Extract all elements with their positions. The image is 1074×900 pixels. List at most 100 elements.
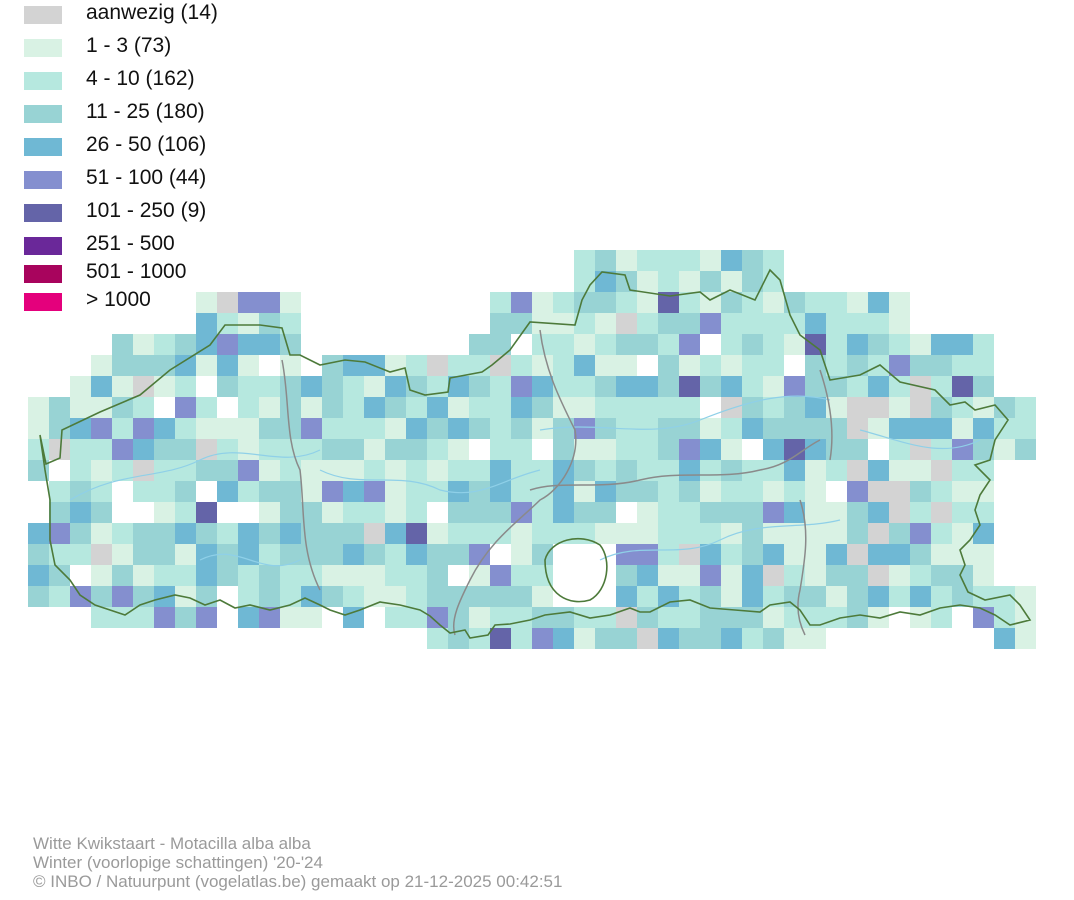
grid-cell	[133, 355, 154, 376]
grid-cell	[805, 586, 826, 607]
grid-cell	[406, 565, 427, 586]
grid-cell	[994, 628, 1015, 649]
grid-cell	[931, 586, 952, 607]
grid-cell	[175, 523, 196, 544]
grid-cell	[532, 586, 553, 607]
legend-item: 51 - 100 (44)	[24, 166, 324, 189]
grid-cell	[616, 628, 637, 649]
grid-cell	[889, 355, 910, 376]
grid-cell	[574, 271, 595, 292]
grid-cell	[742, 376, 763, 397]
grid-cell	[448, 418, 469, 439]
grid-cell	[553, 292, 574, 313]
river	[199, 553, 301, 567]
grid-cell	[133, 460, 154, 481]
grid-cell	[721, 439, 742, 460]
grid-cell	[280, 418, 301, 439]
grid-cell	[658, 334, 679, 355]
grid-cell	[217, 376, 238, 397]
grid-cell	[763, 523, 784, 544]
grid-cell	[763, 355, 784, 376]
grid-cell	[448, 460, 469, 481]
grid-cell	[427, 628, 448, 649]
grid-cell	[343, 418, 364, 439]
grid-cell	[784, 586, 805, 607]
grid-cell	[658, 565, 679, 586]
grid-cell	[238, 376, 259, 397]
grid-cell	[238, 523, 259, 544]
grid-cell	[364, 544, 385, 565]
grid-cell	[700, 271, 721, 292]
grid-cell	[763, 502, 784, 523]
grid-cell	[616, 481, 637, 502]
grid-cell	[595, 250, 616, 271]
grid-cell	[91, 355, 112, 376]
grid-cell	[196, 439, 217, 460]
grid-cell	[133, 544, 154, 565]
grid-cell	[343, 460, 364, 481]
grid-cell	[868, 313, 889, 334]
grid-cell	[973, 376, 994, 397]
grid-cell	[217, 460, 238, 481]
grid-cell	[616, 313, 637, 334]
grid-cell	[280, 586, 301, 607]
grid-cell	[763, 250, 784, 271]
grid-cell	[847, 523, 868, 544]
grid-cell	[637, 628, 658, 649]
grid-cell	[721, 544, 742, 565]
grid-cell	[364, 397, 385, 418]
grid-cell	[994, 607, 1015, 628]
grid-cell	[175, 376, 196, 397]
grid-cell	[469, 523, 490, 544]
grid-cell	[973, 439, 994, 460]
grid-cell	[679, 376, 700, 397]
grid-cell	[637, 376, 658, 397]
grid-cell	[154, 586, 175, 607]
grid-cell	[595, 313, 616, 334]
grid-cell	[637, 460, 658, 481]
grid-cell	[112, 544, 133, 565]
grid-cell	[658, 250, 679, 271]
grid-cell	[490, 376, 511, 397]
grid-cell	[385, 376, 406, 397]
grid-cell	[196, 544, 217, 565]
grid-cell	[343, 376, 364, 397]
grid-cell	[217, 418, 238, 439]
grid-cell	[490, 397, 511, 418]
grid-cell	[532, 628, 553, 649]
grid-cell	[637, 439, 658, 460]
grid-cell	[784, 439, 805, 460]
grid-cell	[658, 544, 679, 565]
grid-cell	[322, 418, 343, 439]
grid-cell	[154, 481, 175, 502]
legend-swatch	[24, 72, 62, 90]
grid-cell	[952, 565, 973, 586]
grid-cell	[910, 355, 931, 376]
grid-cell	[448, 481, 469, 502]
grid-cell	[112, 376, 133, 397]
grid-cell	[301, 481, 322, 502]
grid-cell	[259, 481, 280, 502]
grid-cell	[469, 544, 490, 565]
grid-cell	[490, 355, 511, 376]
grid-cell	[259, 418, 280, 439]
grid-cell	[91, 523, 112, 544]
grid-cell	[70, 502, 91, 523]
grid-cell	[637, 544, 658, 565]
grid-cell	[658, 502, 679, 523]
grid-cell	[868, 334, 889, 355]
grid-cell	[490, 439, 511, 460]
grid-cell	[469, 565, 490, 586]
grid-cell	[595, 334, 616, 355]
province-borders	[281, 329, 833, 636]
grid-cell	[952, 544, 973, 565]
grid-cell	[679, 628, 700, 649]
grid-cell	[259, 502, 280, 523]
season-label: Winter (voorlopige schattingen) '20-'24	[33, 853, 323, 872]
grid-cell	[217, 565, 238, 586]
grid-cell	[595, 418, 616, 439]
grid-cell	[616, 586, 637, 607]
grid-cell	[553, 628, 574, 649]
grid-cell	[721, 250, 742, 271]
